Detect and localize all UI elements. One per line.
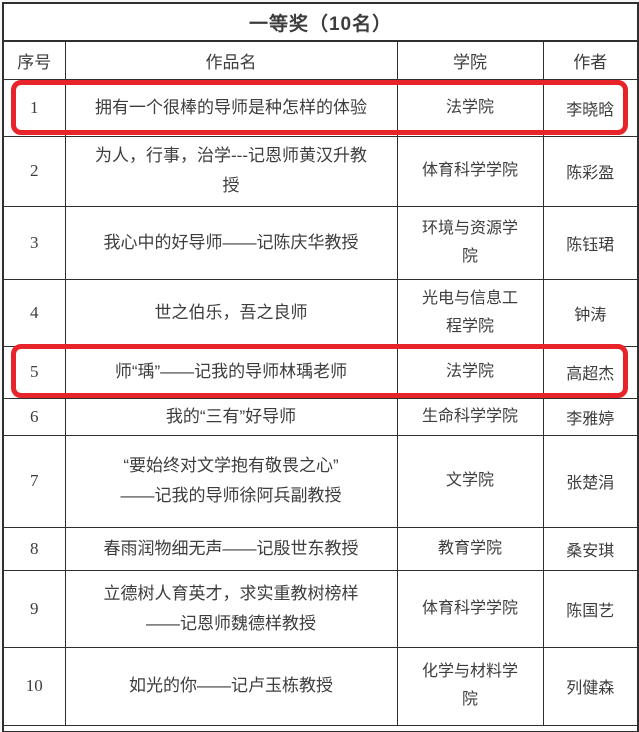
- college-cell: 生命科学学院: [396, 397, 544, 436]
- author-cell: 列健森: [542, 646, 639, 726]
- rank-cell: 6: [2, 397, 66, 436]
- rank-cell: 7: [2, 434, 66, 528]
- table-row-7: 7 “要始终对文学抱有敬畏之心” ——记我的导师徐阿兵副教授 文学院 张楚涓: [2, 434, 639, 528]
- rank-cell: 9: [2, 569, 66, 648]
- work-title-cell: 春雨润物细无声——记殷世东教授: [64, 526, 398, 571]
- header-work-title: 作品名: [64, 40, 398, 80]
- table-title-row: 一等奖（10名）: [2, 2, 639, 42]
- author-cell: 钟涛: [542, 278, 639, 347]
- author-cell: 高超杰: [542, 345, 639, 399]
- rank-cell: 8: [2, 526, 66, 571]
- table-row-3: 3 我心中的好导师——记陈庆华教授 环境与资源学 院 陈钰珺: [2, 205, 639, 280]
- college-cell: 体育科学学院: [396, 135, 544, 207]
- author-cell: 陈彩盈: [542, 135, 639, 207]
- table-row-9: 9 立德树人育英才，求实重教树榜样 ——记恩师魏德样教授 体育科学学院 陈国艺: [2, 569, 639, 648]
- rank-cell: 4: [2, 278, 66, 347]
- table-row-8: 8 春雨润物细无声——记殷世东教授 教育学院 桑安琪: [2, 526, 639, 571]
- author-cell: 李晓晗: [542, 78, 639, 137]
- work-title-cell: 师“瑀”——记我的导师林瑀老师: [64, 345, 398, 399]
- college-cell: 体育科学学院: [396, 569, 544, 648]
- rank-cell: 3: [2, 205, 66, 280]
- rank-cell: 1: [2, 78, 66, 137]
- header-college: 学院: [396, 40, 544, 80]
- work-title-cell: 如光的你——记卢玉栋教授: [64, 646, 398, 726]
- header-author: 作者: [542, 40, 639, 80]
- rank-cell: 10: [2, 646, 66, 726]
- college-cell: 法学院: [396, 78, 544, 137]
- work-title-cell: 为人，行事，治学---记恩师黄汉升教 授: [64, 135, 398, 207]
- table-row-6: 6 我的“三有”好导师 生命科学学院 李雅婷: [2, 397, 639, 436]
- college-cell: 光电与信息工 程学院: [396, 278, 544, 347]
- work-title-cell: 世之伯乐，吾之良师: [64, 278, 398, 347]
- author-cell: 李雅婷: [542, 397, 639, 436]
- work-title-cell: 拥有一个很棒的导师是种怎样的体验: [64, 78, 398, 137]
- work-title-cell: 我心中的好导师——记陈庆华教授: [64, 205, 398, 280]
- college-cell: 法学院: [396, 345, 544, 399]
- author-cell: 张楚涓: [542, 434, 639, 528]
- table-row-5: 5 师“瑀”——记我的导师林瑀老师 法学院 高超杰: [2, 345, 639, 399]
- author-cell: 桑安琪: [542, 526, 639, 571]
- header-rank: 序号: [2, 40, 66, 80]
- work-title-cell: 我的“三有”好导师: [64, 397, 398, 436]
- table-title: 一等奖（10名）: [2, 2, 639, 42]
- table-row-4: 4 世之伯乐，吾之良师 光电与信息工 程学院 钟涛: [2, 278, 639, 347]
- table-row-2: 2 为人，行事，治学---记恩师黄汉升教 授 体育科学学院 陈彩盈: [2, 135, 639, 207]
- table-row-10: 10 如光的你——记卢玉栋教授 化学与材料学 院 列健森: [2, 646, 639, 726]
- college-cell: 化学与材料学 院: [396, 646, 544, 726]
- rank-cell: 2: [2, 135, 66, 207]
- college-cell: 文学院: [396, 434, 544, 528]
- work-title-cell: 立德树人育英才，求实重教树榜样 ——记恩师魏德样教授: [64, 569, 398, 648]
- table-row-1: 1 拥有一个很棒的导师是种怎样的体验 法学院 李晓晗: [2, 78, 639, 137]
- author-cell: 陈钰珺: [542, 205, 639, 280]
- author-cell: 陈国艺: [542, 569, 639, 648]
- cutoff-cell: [2, 724, 639, 732]
- college-cell: 教育学院: [396, 526, 544, 571]
- work-title-cell: “要始终对文学抱有敬畏之心” ——记我的导师徐阿兵副教授: [64, 434, 398, 528]
- college-cell: 环境与资源学 院: [396, 205, 544, 280]
- table-row-cutoff: [2, 724, 639, 732]
- table-header-row: 序号 作品名 学院 作者: [2, 40, 639, 80]
- rank-cell: 5: [2, 345, 66, 399]
